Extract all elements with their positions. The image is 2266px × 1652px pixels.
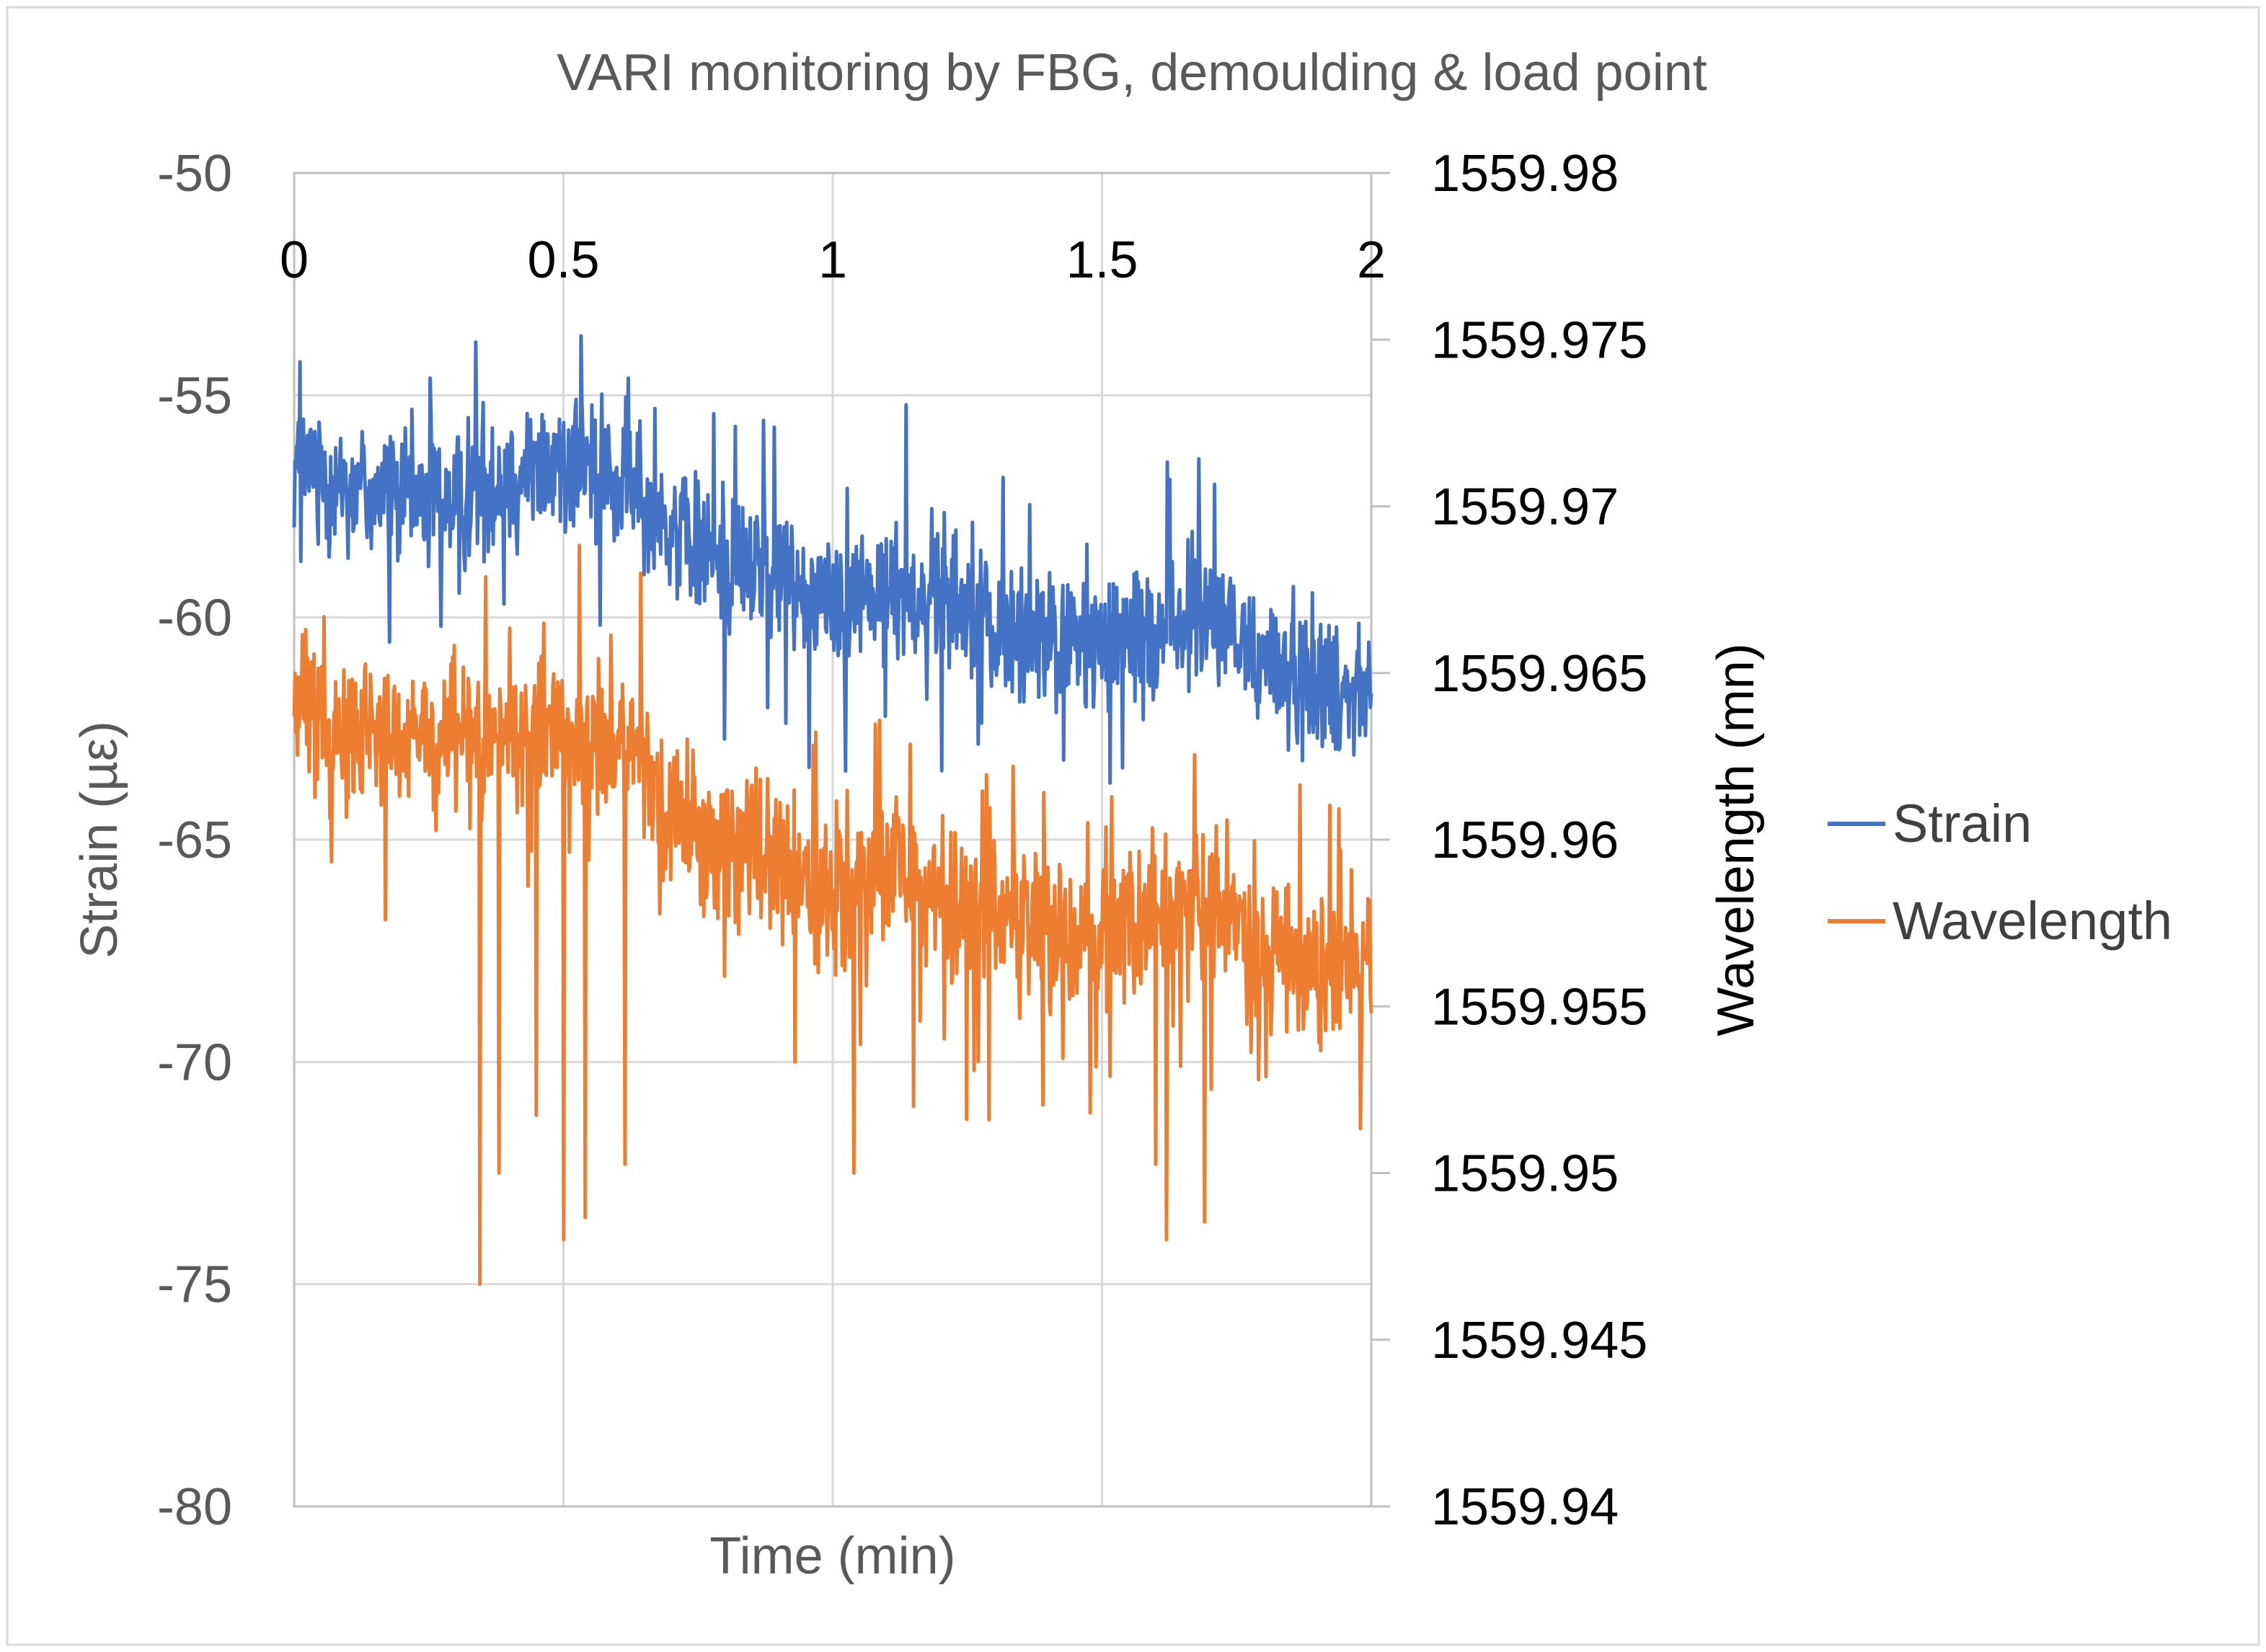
- y2-axis-title: Wavelength (mn): [1707, 643, 1765, 1036]
- y2-tick-label: 1559.955: [1431, 978, 1647, 1036]
- y-tick-label: -55: [157, 367, 232, 425]
- x-tick-label: 1: [818, 231, 847, 289]
- y2-tick-label: 1559.96: [1431, 812, 1619, 869]
- y2-tick-label: 1559.945: [1431, 1312, 1647, 1369]
- y-tick-label: -80: [157, 1478, 232, 1536]
- y2-tick-label: 1559.94: [1431, 1478, 1619, 1536]
- x-axis-tick-labels: 0 0.5 1 1.5 2: [280, 231, 1386, 289]
- x-tick-label: 0.5: [527, 231, 599, 289]
- legend: Strain Wavelength: [1828, 794, 2172, 951]
- series-line-wavelength: [292, 543, 1373, 1287]
- plot-area-border: [293, 172, 1373, 1508]
- x-axis-title: Time (min): [709, 1527, 955, 1585]
- series-line-strain: [292, 334, 1373, 785]
- y-tick-label: -75: [157, 1256, 232, 1314]
- y2-tick-label: 1559.98: [1431, 145, 1619, 203]
- y2-tick-label: 1559.95: [1431, 1145, 1619, 1203]
- y-tick-label: -70: [157, 1034, 232, 1091]
- x-tick-label: 2: [1357, 231, 1386, 289]
- y2-tick-label: 1559.965: [1431, 645, 1647, 703]
- y-axis-title: Strain (µε): [71, 721, 128, 959]
- y-axis-tick-labels: -50 -55 -60 -65 -70 -75 -80: [157, 145, 232, 1536]
- y-tick-label: -60: [157, 590, 232, 647]
- chart-border: [6, 6, 2260, 1646]
- y-tick-label: -65: [157, 812, 232, 869]
- y2-tick-label: 1559.975: [1431, 311, 1647, 369]
- series-layer: [292, 334, 1373, 1287]
- legend-strain-label: Strain: [1893, 794, 2032, 853]
- x-tick-label: 1.5: [1066, 231, 1138, 289]
- legend-wavelength-label: Wavelength: [1893, 891, 2172, 951]
- x-tick-label: 0: [280, 231, 309, 289]
- y2-tick-label: 1559.97: [1431, 479, 1619, 536]
- y2-axis-tick-labels: 1559.98 1559.975 1559.97 1559.965 1559.96 155…: [1431, 145, 1647, 1536]
- chart-title: VARI monitoring by FBG, demoulding & loa…: [557, 44, 1707, 102]
- y-tick-label: -50: [157, 145, 232, 203]
